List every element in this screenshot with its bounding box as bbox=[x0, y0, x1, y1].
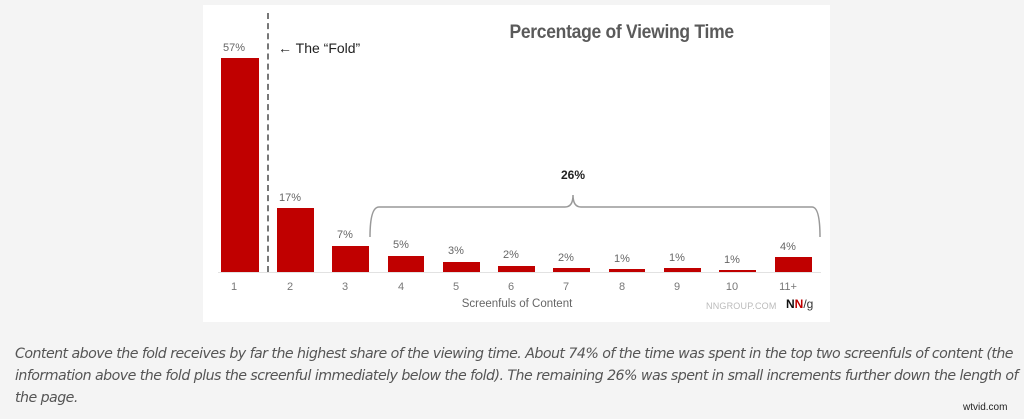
bar-3 bbox=[332, 246, 369, 272]
value-label: 2% bbox=[558, 252, 574, 264]
bar-7 bbox=[553, 268, 590, 272]
bar-2 bbox=[277, 208, 314, 272]
x-tick-label: 1 bbox=[230, 281, 238, 293]
x-tick-label: 10 bbox=[725, 281, 739, 293]
value-label: 1% bbox=[669, 252, 685, 264]
watermark: wtvid.com bbox=[963, 402, 1008, 413]
x-tick-label: 5 bbox=[452, 281, 460, 293]
x-tick-label: 6 bbox=[507, 281, 515, 293]
logo-g: /g bbox=[803, 297, 814, 311]
x-tick-label: 2 bbox=[286, 281, 294, 293]
plot-area: ← The “Fold” 26% 57% 17% 7% 5% 3% 2% 2% … bbox=[203, 5, 830, 322]
value-label: 4% bbox=[780, 241, 796, 253]
chart-title: Percentage of Viewing Time bbox=[509, 22, 734, 43]
x-tick-label: 3 bbox=[341, 281, 349, 293]
value-label: 57% bbox=[222, 42, 246, 54]
x-axis-title: Screenfuls of Content bbox=[461, 298, 573, 310]
bar-5 bbox=[443, 262, 480, 272]
logo-n2: N bbox=[794, 297, 804, 311]
logo-n1: N bbox=[786, 297, 795, 311]
value-label: 1% bbox=[724, 254, 740, 266]
value-label: 3% bbox=[448, 245, 464, 257]
chart-card: Percentage of Viewing Time ← The “Fold” … bbox=[203, 5, 830, 322]
bar-11 bbox=[775, 257, 812, 272]
fold-dashed-line bbox=[267, 13, 269, 272]
x-tick-label: 8 bbox=[618, 281, 626, 293]
x-tick-label: 11+ bbox=[779, 281, 797, 293]
bar-9 bbox=[664, 268, 701, 272]
brace-icon bbox=[369, 194, 821, 238]
bar-8 bbox=[609, 269, 645, 272]
nng-logo: NN/g bbox=[786, 297, 813, 311]
value-label: 7% bbox=[337, 229, 353, 241]
figure-caption: Content above the fold receives by far t… bbox=[15, 346, 1019, 406]
value-label: 1% bbox=[614, 253, 630, 265]
value-label: 2% bbox=[503, 249, 519, 261]
x-tick-label: 9 bbox=[673, 281, 681, 293]
bar-10 bbox=[719, 270, 756, 272]
bar-4 bbox=[388, 256, 424, 272]
bar-6 bbox=[498, 266, 535, 272]
brace-total-label: 26% bbox=[560, 168, 586, 182]
source-credit: NNGROUP.COM bbox=[706, 301, 777, 311]
fold-annotation: ← The “Fold” bbox=[278, 40, 361, 56]
x-tick-label: 4 bbox=[397, 281, 405, 293]
x-axis-baseline bbox=[218, 272, 821, 273]
x-tick-label: 7 bbox=[562, 281, 570, 293]
value-label: 17% bbox=[278, 192, 302, 204]
value-label: 5% bbox=[393, 239, 409, 251]
bar-1 bbox=[221, 58, 259, 272]
